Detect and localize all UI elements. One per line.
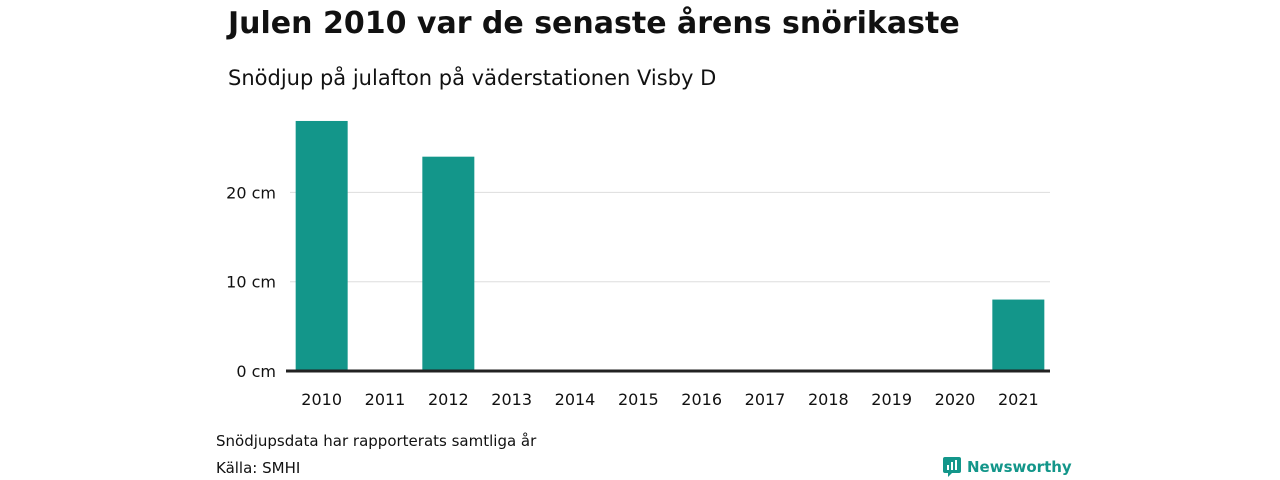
bar-2021 — [992, 299, 1045, 371]
footer-source: Källa: SMHI — [216, 459, 301, 477]
x-tick-label: 2016 — [681, 390, 722, 409]
newsworthy-logo-icon — [943, 457, 961, 477]
brand-name: Newsworthy — [967, 458, 1072, 476]
x-tick-label: 2017 — [745, 390, 786, 409]
x-tick-label: 2010 — [301, 390, 342, 409]
bar-2012 — [422, 156, 475, 371]
y-tick-label: 20 cm — [226, 183, 276, 202]
chart-subtitle: Snödjup på julafton på väderstationen Vi… — [228, 66, 717, 90]
x-tick-label: 2012 — [428, 390, 469, 409]
bar-2010 — [295, 120, 348, 372]
y-tick-label: 10 cm — [226, 273, 276, 292]
x-tick-label: 2014 — [555, 390, 596, 409]
x-tick-label: 2018 — [808, 390, 849, 409]
x-tick-label: 2013 — [491, 390, 532, 409]
x-tick-label: 2015 — [618, 390, 659, 409]
x-tick-label: 2020 — [935, 390, 976, 409]
y-tick-label: 0 cm — [236, 362, 276, 381]
footer-note: Snödjupsdata har rapporterats samtliga å… — [216, 432, 537, 450]
x-tick-label: 2019 — [871, 390, 912, 409]
x-tick-label: 2021 — [998, 390, 1039, 409]
x-tick-label: 2011 — [365, 390, 406, 409]
brand-logo: Newsworthy — [943, 457, 1072, 477]
chart-title: Julen 2010 var de senaste årens snörikas… — [228, 6, 960, 41]
